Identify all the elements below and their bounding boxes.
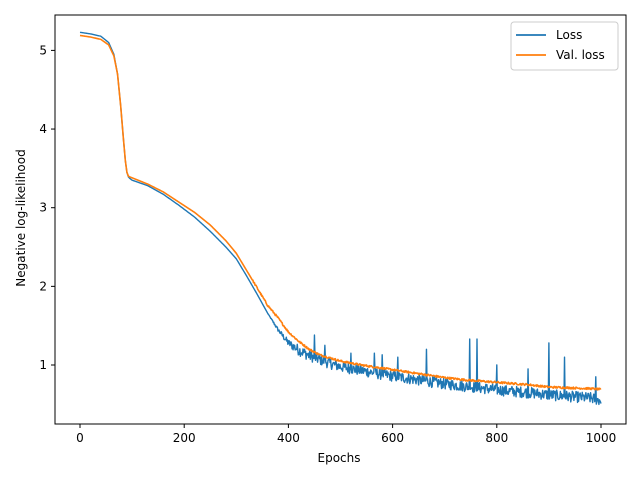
series-line-val-loss [79, 34, 602, 391]
y-tick-label: 4 [39, 122, 47, 136]
y-axis-label: Negative log-likelihood [14, 149, 28, 286]
x-tick-label: 600 [381, 431, 404, 445]
x-tick-label: 1000 [586, 431, 617, 445]
y-tick-label: 2 [39, 279, 47, 293]
x-tick-label: 200 [173, 431, 196, 445]
legend-box [510, 21, 619, 71]
axes-frame [54, 14, 627, 425]
y-tick-label: 1 [39, 358, 47, 372]
legend: Loss Val. loss [510, 21, 619, 71]
y-tick-label: 3 [39, 201, 47, 215]
legend-label-loss: Loss [556, 28, 582, 42]
plot-area [79, 31, 602, 406]
x-axis-label: Epochs [318, 451, 361, 465]
x-tick-label: 0 [76, 431, 84, 445]
x-tick-label: 800 [485, 431, 508, 445]
legend-label-val-loss: Val. loss [556, 48, 605, 62]
axes: 0 200 400 600 800 1000 1 2 3 4 5 [39, 14, 627, 445]
x-tick-label: 400 [277, 431, 300, 445]
series-line-loss [79, 31, 602, 406]
y-tick-label: 5 [39, 43, 47, 57]
